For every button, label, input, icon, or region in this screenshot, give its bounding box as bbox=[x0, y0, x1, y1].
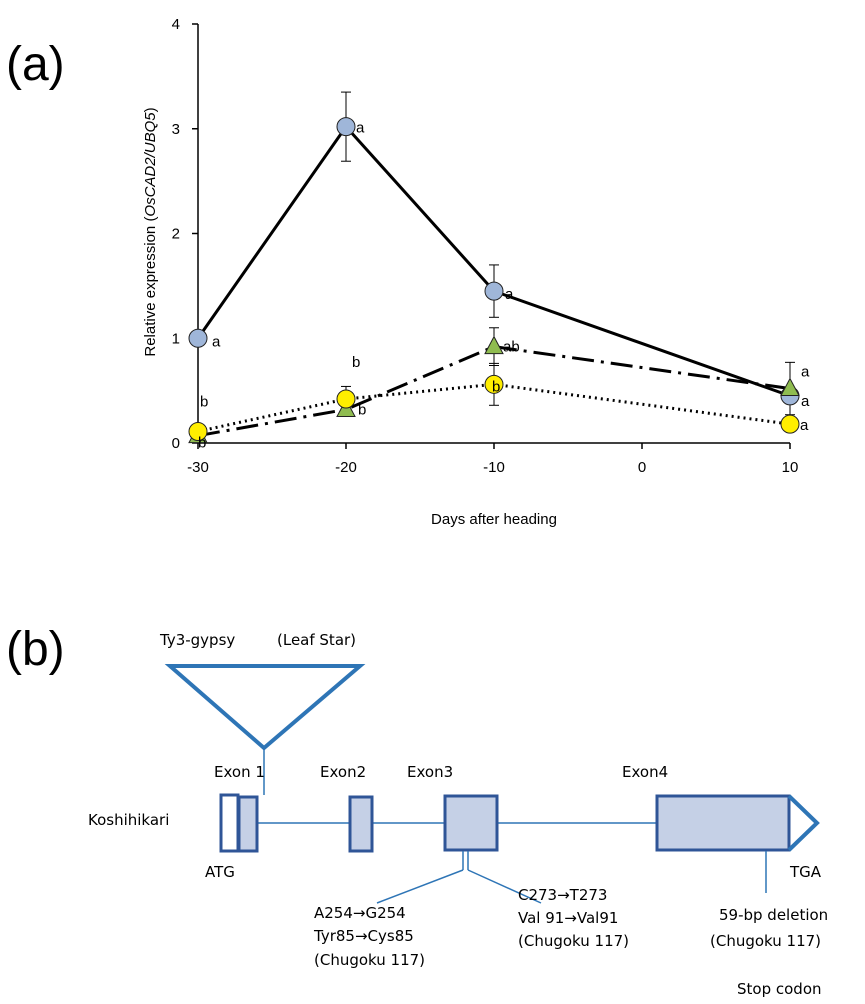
deletion-line2: (Chugoku 117) bbox=[710, 932, 821, 950]
mutation1-line3: (Chugoku 117) bbox=[314, 951, 425, 969]
y-axis-title-prefix: Relative expression ( bbox=[142, 217, 159, 357]
series-2-point bbox=[484, 374, 504, 394]
stop-codon-tga-label: TGA bbox=[789, 863, 822, 881]
mutation2-line3: (Chugoku 117) bbox=[518, 932, 629, 950]
x-tick-label: -30 bbox=[187, 459, 209, 476]
mutation2-leader bbox=[467, 869, 542, 904]
significance-letter: b bbox=[198, 435, 206, 452]
exon2 bbox=[348, 795, 374, 853]
exon2-label: Exon2 bbox=[320, 763, 366, 781]
y-axis-title-suffix: ) bbox=[142, 107, 159, 112]
y-tick-label: 0 bbox=[172, 435, 180, 452]
start-codon-label: ATG bbox=[205, 863, 235, 881]
y-tick-label: 3 bbox=[172, 121, 180, 138]
series-0-line bbox=[196, 124, 791, 398]
series-0-point bbox=[188, 328, 208, 348]
y-axis-title: Relative expression (OsCAD2/UBQ5) bbox=[142, 107, 159, 356]
y-tick-label: 2 bbox=[172, 226, 180, 243]
insertion-triangle-icon bbox=[164, 664, 366, 751]
series-2-point bbox=[336, 389, 356, 409]
cultivar-label: Koshihikari bbox=[88, 811, 169, 829]
exon4-label: Exon4 bbox=[622, 763, 668, 781]
x-axis-title: Days after heading bbox=[431, 511, 557, 528]
series-markers bbox=[188, 117, 800, 444]
series-lines bbox=[196, 124, 791, 438]
significance-letter: b bbox=[492, 378, 500, 395]
x-tick-label: -10 bbox=[483, 459, 505, 476]
x-tick-label: 0 bbox=[638, 459, 646, 476]
mutation1-line1: A254→G254 bbox=[314, 904, 406, 922]
exon3 bbox=[443, 794, 499, 852]
exon3-label: Exon3 bbox=[407, 763, 453, 781]
significance-letter: a bbox=[800, 417, 809, 434]
significance-letter: a bbox=[801, 364, 810, 381]
series-1-point bbox=[484, 335, 504, 355]
transcript-direction-arrow-icon bbox=[787, 794, 820, 852]
x-tick-label: 10 bbox=[782, 459, 799, 476]
series-2-point bbox=[780, 414, 800, 434]
y-tick-label: 1 bbox=[172, 330, 180, 347]
significance-letter: b bbox=[352, 354, 360, 371]
panel-a-label: (a) bbox=[6, 38, 65, 91]
gene-structure-diagram: Ty3-gypsy (Leaf Star) Exon 1 Exon2 Exon3… bbox=[88, 631, 828, 998]
series-0-point bbox=[336, 117, 356, 137]
y-axis-title-gene: OsCAD2/UBQ5 bbox=[142, 112, 159, 217]
significance-letter: ab bbox=[503, 339, 520, 356]
significance-letter: a bbox=[801, 393, 810, 410]
y-tick-label: 4 bbox=[172, 16, 180, 33]
significance-letter: a bbox=[212, 333, 221, 350]
significance-letter: b bbox=[358, 401, 366, 418]
series-2-point bbox=[188, 421, 208, 441]
exon1-utr bbox=[219, 793, 240, 853]
mutation2-line2: Val 91→Val91 bbox=[518, 909, 618, 927]
mutation2-line1: C273→T273 bbox=[518, 886, 607, 904]
insertion-cultivar-label: (Leaf Star) bbox=[277, 631, 356, 649]
significance-letter: b bbox=[200, 393, 208, 410]
insertion-label: Ty3-gypsy bbox=[159, 631, 235, 649]
mutation1-line2: Tyr85→Cys85 bbox=[313, 927, 414, 945]
exon1-coding bbox=[237, 795, 259, 853]
chart-axes: 0 1 2 3 4 -30 -20 -10 0 10 bbox=[172, 16, 799, 476]
series-0-point bbox=[484, 281, 504, 301]
stop-codon-label: Stop codon bbox=[737, 980, 822, 998]
exon4 bbox=[655, 794, 791, 852]
deletion-line1: 59-bp deletion bbox=[719, 906, 828, 924]
exon1-label: Exon 1 bbox=[214, 763, 265, 781]
significance-letter: a bbox=[505, 286, 514, 303]
series-1-point bbox=[780, 377, 800, 397]
series-1-line bbox=[197, 345, 791, 438]
panel-b-label: (b) bbox=[6, 623, 65, 676]
x-tick-label: -20 bbox=[335, 459, 357, 476]
significance-letter: a bbox=[356, 120, 365, 137]
mutation1-leader bbox=[376, 869, 464, 904]
